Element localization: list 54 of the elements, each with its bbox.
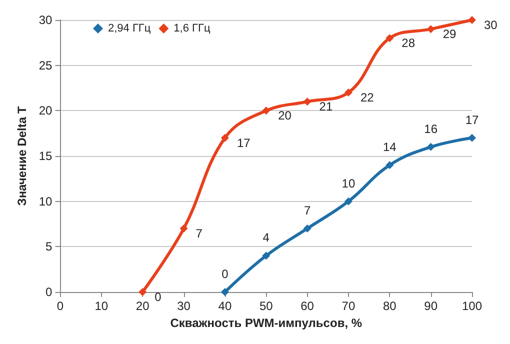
data-label: 30 [484,18,498,32]
x-tick-label: 20 [136,299,150,313]
point [303,98,312,106]
point [426,142,435,151]
point [138,288,147,296]
x-tick-label: 0 [56,299,64,313]
legend-label: 1,6 ГГц [174,22,211,34]
data-label: 4 [262,230,270,245]
x-tick-label: 10 [94,299,108,313]
data-label: 14 [382,140,397,154]
point [180,224,188,233]
point [262,106,270,115]
point [344,88,352,97]
point [344,197,352,206]
point [386,34,394,42]
data-label: 20 [278,108,292,123]
x-axis-title: Скважность PWM-импульсов, % [170,316,362,330]
data-label: 17 [465,112,479,127]
point [468,134,476,142]
x-tick-label: 80 [382,299,397,313]
x-tick-label: 60 [300,299,314,313]
data-label: 0 [154,290,162,304]
y-tick-label: 10 [38,194,53,208]
point [303,224,312,233]
y-tick-label: 0 [46,285,53,299]
y-tick-label: 15 [38,149,53,163]
x-tick-label: 90 [424,299,438,313]
data-label: 21 [319,100,333,114]
data-label: 28 [402,36,416,50]
x-tick-label: 70 [342,299,356,313]
x-tick-label: 40 [218,299,232,313]
point [426,25,435,34]
x-tick-label: 100 [462,299,482,313]
legend-label: 2,94 ГГц [108,22,152,34]
y-tick-label: 30 [38,13,53,27]
y-tick-label: 25 [38,58,53,72]
data-label: 22 [360,90,374,105]
data-label: 17 [236,136,251,150]
data-label: 7 [196,226,203,241]
y-axis-title: Значение Delta T [15,106,29,206]
point [386,161,394,170]
data-label: 0 [222,267,229,281]
point [262,252,270,260]
x-tick-label: 50 [259,299,274,313]
point [220,288,229,296]
data-label: 10 [342,176,356,190]
y-tick-label: 5 [46,240,53,254]
data-label: 16 [424,122,438,136]
point [220,134,229,142]
data-label: 29 [442,27,456,42]
y-tick-label: 20 [38,104,53,118]
x-tick-label: 30 [177,299,191,313]
point [468,16,476,24]
data-label: 7 [304,204,311,218]
